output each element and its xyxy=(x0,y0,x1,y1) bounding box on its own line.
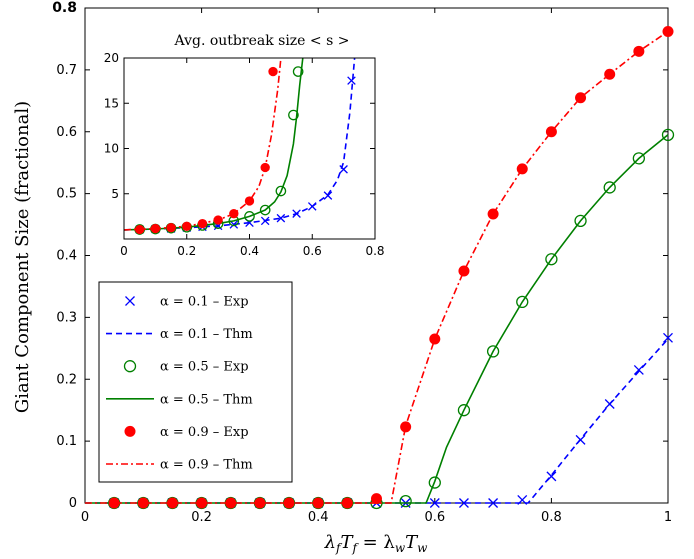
inset-point-s0 xyxy=(347,76,356,85)
y-axis-label: Giant Component Size (fractional) xyxy=(12,101,33,413)
main-point-s4 xyxy=(516,163,528,175)
inset-y-tick-label: 15 xyxy=(104,96,119,110)
main-point-s0 xyxy=(429,498,440,508)
main-plot: 0 0.2 0.4 0.6 0.8 100.10.20.30.40.50.60.70.8 … xyxy=(12,0,675,555)
main-x-tick-label: 0.2 xyxy=(191,510,212,525)
inset-point-s4 xyxy=(268,66,278,77)
main-point-s0 xyxy=(488,498,499,508)
main-series-line-5 xyxy=(85,30,669,504)
legend-label: α = 0.1 – Thm xyxy=(160,327,253,342)
main-x-tick-label: 0.6 xyxy=(424,510,445,525)
inset-series-line-3 xyxy=(123,57,304,231)
main-point-s4 xyxy=(371,493,382,505)
legend-marker xyxy=(124,425,136,437)
legend-item: α = 0.9 – Thm xyxy=(106,458,253,473)
main-axis-ticks: 0 0.2 0.4 0.6 0.8 100.10.20.30.40.50.60.70.8 xyxy=(52,0,672,525)
inset-y-tick-label: 20 xyxy=(104,51,119,65)
legend-label: α = 0.9 – Exp xyxy=(160,425,249,440)
main-series-line-3 xyxy=(85,134,669,504)
main-point-s4 xyxy=(662,26,674,38)
x-axis-label: λfTf = λwTw xyxy=(324,532,429,555)
main-x-tick-label: 0.4 xyxy=(308,510,329,525)
legend-marker xyxy=(125,296,135,306)
main-y-tick-label: 0.6 xyxy=(56,125,77,140)
inset-axis-ticks: 0 0.2 0.4 0.6 0.8 5 10 15 20 xyxy=(104,51,385,258)
legend-item: α = 0.5 – Thm xyxy=(106,392,253,407)
main-point-s4 xyxy=(137,497,149,509)
main-point-s2 xyxy=(545,253,558,266)
main-y-tick-label: 0.2 xyxy=(56,372,77,387)
inset-point-s2 xyxy=(259,204,271,216)
inset-point-s2 xyxy=(244,211,255,222)
inset-y-tick-label: 5 xyxy=(111,187,119,201)
main-point-s2 xyxy=(399,494,412,508)
main-point-s2 xyxy=(457,404,471,417)
legend-box xyxy=(98,281,293,483)
inset-point-s0 xyxy=(339,165,348,174)
main-y-tick-label: 0.4 xyxy=(56,249,77,264)
inset-point-s2 xyxy=(288,109,299,121)
legend-item: α = 0.1 – Exp xyxy=(125,295,249,310)
main-y-tick-label: 0.1 xyxy=(56,434,77,449)
inset-point-s2 xyxy=(275,185,287,197)
main-series xyxy=(85,26,675,510)
main-point-s4 xyxy=(400,421,412,433)
inset-y-tick-label: 10 xyxy=(104,142,119,156)
main-point-s2 xyxy=(603,181,616,194)
inset-x-tick-label: 0.6 xyxy=(303,244,322,258)
main-y-tick-label: 0.8 xyxy=(52,0,77,16)
legend-item: α = 0.5 – Exp xyxy=(123,360,249,375)
inset-point-s2 xyxy=(292,66,304,77)
inset-x-tick-label: 0.4 xyxy=(240,244,259,258)
inset-point-s0 xyxy=(276,213,286,223)
main-point-s4 xyxy=(254,497,266,509)
inset-x-tick-label: 0 xyxy=(120,244,128,258)
main-y-tick-label: 0.3 xyxy=(56,310,77,325)
main-point-s2 xyxy=(486,345,500,358)
inset-series-line-5 xyxy=(123,57,282,231)
main-point-s2 xyxy=(632,152,645,165)
main-point-s0 xyxy=(458,498,469,508)
legend: α = 0.1 – Exp α = 0.1 – Thm α = 0.5 – Exp α… xyxy=(98,281,293,483)
main-x-tick-label: 0.8 xyxy=(541,510,562,525)
main-point-s4 xyxy=(341,497,353,509)
main-point-s2 xyxy=(428,476,441,489)
legend-label: α = 0.9 – Thm xyxy=(160,458,253,473)
legend-label: α = 0.1 – Exp xyxy=(160,295,249,310)
main-series-line-1 xyxy=(85,338,669,504)
main-point-s2 xyxy=(516,295,529,309)
inset-series xyxy=(123,57,356,235)
main-x-tick-label: 1 xyxy=(664,510,672,525)
inset-x-tick-label: 0.8 xyxy=(365,244,384,258)
legend-label: α = 0.5 – Exp xyxy=(160,360,249,375)
main-point-s4 xyxy=(487,208,499,220)
legend-label: α = 0.5 – Thm xyxy=(160,392,253,407)
legend-item: α = 0.9 – Exp xyxy=(124,425,249,440)
main-point-s4 xyxy=(312,497,324,509)
main-x-tick-label: 0 xyxy=(81,510,89,525)
legend-item: α = 0.1 – Thm xyxy=(106,327,253,342)
inset-plot-background xyxy=(124,58,375,239)
main-point-s2 xyxy=(661,128,675,141)
legend-marker xyxy=(123,360,137,373)
main-point-s4 xyxy=(283,497,295,509)
inset-title: Avg. outbreak size < s > xyxy=(174,33,350,49)
main-point-s4 xyxy=(108,497,120,509)
main-y-tick-label: 0.7 xyxy=(56,63,77,78)
main-y-tick-label: 0.5 xyxy=(56,187,77,202)
main-point-s2 xyxy=(574,214,587,228)
inset-plot: 0 0.2 0.4 0.6 0.8 5 10 15 20 Avg. outbreak size … xyxy=(104,33,385,258)
inset-x-tick-label: 0.2 xyxy=(177,244,196,258)
main-point-s0 xyxy=(663,332,673,343)
main-y-tick-label: 0 xyxy=(69,496,77,511)
main-point-s4 xyxy=(166,497,178,509)
